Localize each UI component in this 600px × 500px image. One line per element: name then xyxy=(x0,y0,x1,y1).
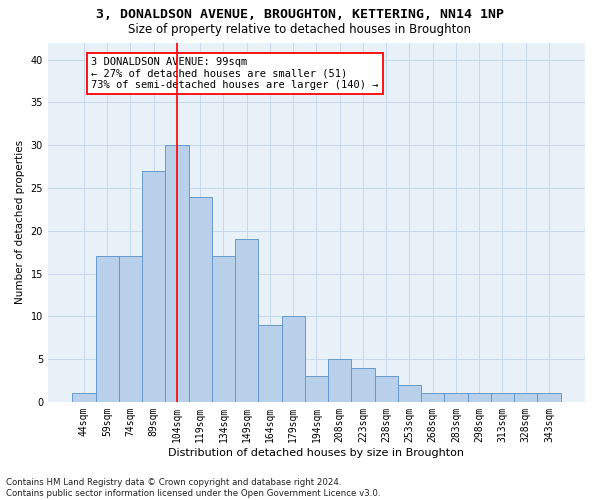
Bar xyxy=(73,394,95,402)
Text: 3, DONALDSON AVENUE, BROUGHTON, KETTERING, NN14 1NP: 3, DONALDSON AVENUE, BROUGHTON, KETTERIN… xyxy=(96,8,504,20)
Bar xyxy=(259,325,281,402)
Y-axis label: Number of detached properties: Number of detached properties xyxy=(15,140,25,304)
Bar xyxy=(445,394,467,402)
Bar xyxy=(212,256,235,402)
Bar xyxy=(95,256,119,402)
X-axis label: Distribution of detached houses by size in Broughton: Distribution of detached houses by size … xyxy=(169,448,464,458)
Bar xyxy=(142,171,166,402)
Bar xyxy=(398,384,421,402)
Text: Contains HM Land Registry data © Crown copyright and database right 2024.
Contai: Contains HM Land Registry data © Crown c… xyxy=(6,478,380,498)
Bar xyxy=(421,394,445,402)
Bar xyxy=(281,316,305,402)
Bar xyxy=(188,196,212,402)
Text: 3 DONALDSON AVENUE: 99sqm
← 27% of detached houses are smaller (51)
73% of semi-: 3 DONALDSON AVENUE: 99sqm ← 27% of detac… xyxy=(91,57,379,90)
Bar xyxy=(235,240,259,402)
Text: Size of property relative to detached houses in Broughton: Size of property relative to detached ho… xyxy=(128,22,472,36)
Bar xyxy=(328,359,352,402)
Bar xyxy=(514,394,538,402)
Bar xyxy=(305,376,328,402)
Bar xyxy=(352,368,374,402)
Bar xyxy=(119,256,142,402)
Bar xyxy=(166,145,188,402)
Bar xyxy=(374,376,398,402)
Bar xyxy=(538,394,560,402)
Bar xyxy=(491,394,514,402)
Bar xyxy=(467,394,491,402)
